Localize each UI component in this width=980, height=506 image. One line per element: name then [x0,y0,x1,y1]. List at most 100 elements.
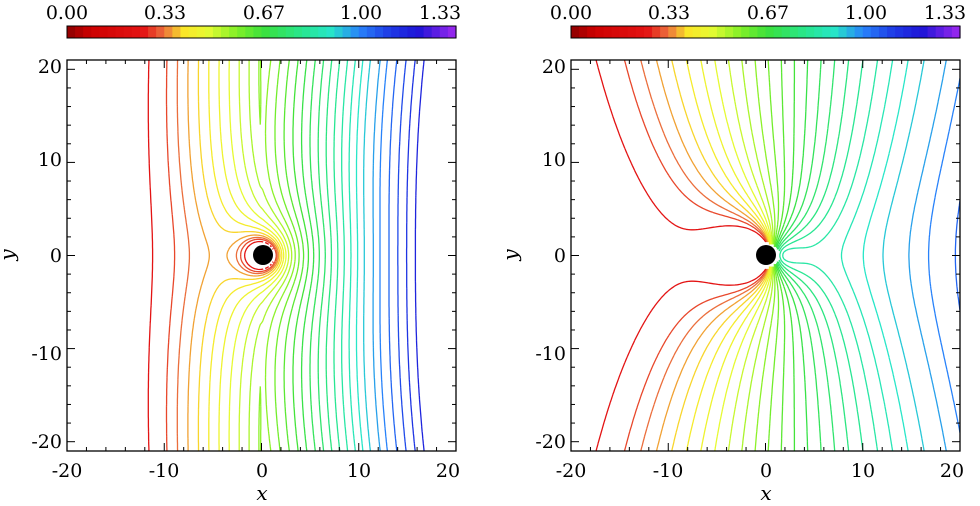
left-y-tick-label: 10 [38,149,62,171]
colorbar-segment [935,26,945,38]
contour-line [317,60,326,451]
colorbar-segment [765,26,775,38]
colorbar-segment [107,26,117,38]
contour-line [741,60,774,451]
colorbar-segment [83,26,92,38]
colorbar-segment [587,26,596,38]
contour-line [238,60,290,451]
contour-line [283,60,305,451]
contour-line [775,60,796,451]
left-x-tick-label: 0 [256,460,268,482]
contour-line [176,60,278,451]
contour-line [341,60,349,451]
contour-line [388,60,398,451]
contour-line [274,60,300,451]
right-x-tick-label: -20 [556,460,587,482]
colorbar-segment [652,26,661,38]
left-contour-lines [147,60,425,451]
right-y-tick-label: -20 [535,431,566,453]
colorbar-segment [806,26,815,38]
colorbar-segment [862,26,872,38]
colorbar-segment [660,26,669,38]
colorbar-segment [579,26,588,38]
left-colorbar-label-1: 0.33 [144,2,186,24]
left-x-tick-label: -10 [149,460,180,482]
colorbar-segment [277,26,287,38]
left-axis-ticks [66,60,457,451]
colorbar-segment [846,26,856,38]
colorbar-segment [619,26,629,38]
contour-line [197,60,281,451]
contour-line [309,60,320,451]
contour-line [348,60,356,451]
colorbar-segment [741,26,750,38]
contour-line [774,60,786,451]
colorbar-frame [570,25,961,39]
colorbar-segment [237,26,246,38]
colorbar-segment [269,26,279,38]
contour-line [300,60,315,451]
colorbar-segment [571,26,580,38]
contour-line [208,60,283,451]
colorbar-segment [383,26,392,38]
colorbar-segment [350,26,360,38]
colorbar-segment [91,26,101,38]
contour-line [754,60,776,451]
contour-line [165,60,277,451]
colorbar-segment [668,26,677,38]
left-colorbar [66,25,457,39]
contour-line [882,60,925,451]
colorbar-segment [708,26,718,38]
colorbar-segment [164,26,173,38]
contour-line [776,60,822,451]
colorbar-segment [822,26,831,38]
colorbar-segment [838,26,848,38]
left-y-tick-label: 20 [38,56,62,78]
left-y-axis-title: y [0,249,19,262]
contour-line [840,60,894,451]
contour-line [671,60,771,451]
contour-line [147,60,274,451]
colorbar-segment [156,26,165,38]
colorbar-segment [773,26,783,38]
colorbar-segment [911,26,921,38]
colorbar-segment [366,26,376,38]
contour-line [767,60,780,451]
colorbar-segment [431,26,441,38]
colorbar-segment [919,26,929,38]
left-colorbar-label-3: 1.00 [340,2,382,24]
right-y-tick-label: 10 [542,149,566,171]
right-x-tick-labels: -20 -10 0 10 20 [556,460,964,482]
colorbar-segment [407,26,417,38]
colorbar-segment [870,26,880,38]
colorbar-segment [854,26,864,38]
left-x-tick-label: 20 [436,460,460,482]
colorbar-segment [220,26,230,38]
right-colorbar [570,25,961,39]
colorbar-segment [789,26,799,38]
right-y-axis-title: y [498,249,522,262]
colorbar-segment [903,26,912,38]
contour-line [623,60,768,451]
colorbar-segment [611,26,621,38]
right-y-tick-labels: 20 10 0 -10 -20 [535,56,566,453]
right-x-tick-label: 10 [851,460,875,482]
colorbar-segment [733,26,742,38]
contour-line [325,60,333,451]
colorbar-segment [643,26,653,38]
colorbar-segment [229,26,238,38]
right-x-tick-label: 20 [940,460,964,482]
colorbar-segment [180,26,190,38]
contour-line [782,60,879,451]
contour-line [655,60,770,451]
contour-line [727,60,773,451]
colorbar-segment [423,26,433,38]
contour-line [355,60,364,451]
colorbar-segment [139,26,149,38]
contour-line [700,60,772,451]
contour-line [908,60,947,451]
colorbar-segment [358,26,368,38]
colorbar-segment [310,26,319,38]
colorbar-segment [878,26,888,38]
right-x-tick-label: 0 [760,460,772,482]
